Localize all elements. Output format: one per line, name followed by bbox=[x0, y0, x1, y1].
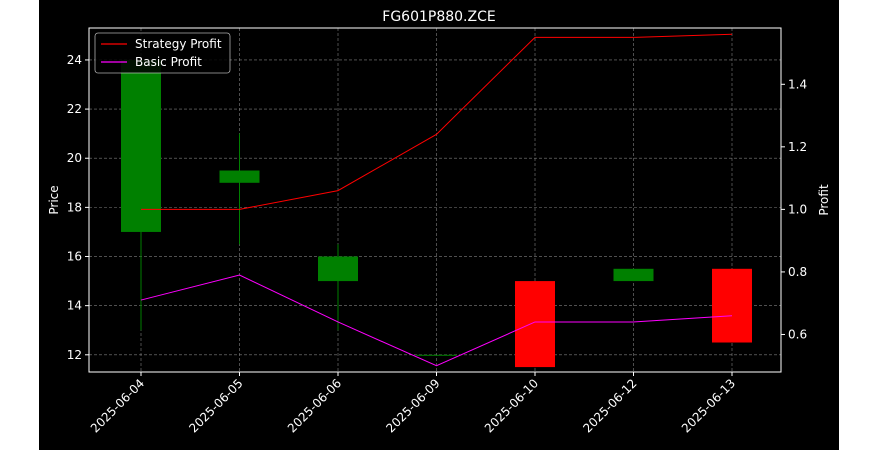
x-tick-label: 2025-06-09 bbox=[383, 376, 442, 435]
x-tick-label: 2025-06-04 bbox=[88, 376, 147, 435]
y-axis-label-left: Price bbox=[47, 185, 61, 214]
chart-panel bbox=[39, 0, 839, 450]
legend-label: Strategy Profit bbox=[135, 37, 222, 51]
grid-layer bbox=[89, 28, 781, 372]
y-tick-label-right: 1.2 bbox=[788, 140, 807, 154]
y-tick-label-left: 18 bbox=[67, 200, 82, 214]
y-tick-label-right: 0.6 bbox=[788, 327, 807, 341]
candle-body bbox=[712, 268, 752, 343]
candle-body bbox=[121, 59, 161, 232]
legend: Strategy Profit Basic Profit bbox=[94, 32, 231, 74]
y-tick-label-left: 14 bbox=[67, 299, 82, 313]
axis-layer: 12 14 16 18 20 22 24 0.6 0.8 1.0 1.2 1.4 2025-06-04 2… bbox=[67, 27, 807, 435]
plot-frame bbox=[88, 27, 782, 373]
candle-body bbox=[613, 268, 654, 282]
legend-box bbox=[94, 32, 231, 74]
y-tick-label-left: 22 bbox=[67, 102, 82, 116]
y-tick-label-left: 20 bbox=[67, 151, 82, 165]
candle-body bbox=[515, 281, 555, 368]
x-tick-label: 2025-06-12 bbox=[580, 376, 639, 435]
candle-layer bbox=[121, 59, 752, 368]
x-tick-label: 2025-06-06 bbox=[285, 376, 344, 435]
candle-body bbox=[318, 256, 358, 282]
basic-profit-line bbox=[140, 274, 733, 367]
candle-body bbox=[416, 354, 457, 356]
x-tick-label: 2025-06-05 bbox=[186, 376, 245, 435]
candle-body bbox=[219, 170, 260, 183]
x-tick-label: 2025-06-13 bbox=[679, 376, 738, 435]
profit-lines-layer bbox=[140, 33, 733, 367]
y-tick-label-right: 0.8 bbox=[788, 265, 807, 279]
y-axis-label-right: Profit bbox=[817, 184, 831, 216]
legend-label: Basic Profit bbox=[135, 55, 202, 69]
chart-title: FG601P880.ZCE bbox=[382, 9, 495, 25]
strategy-profit-line bbox=[141, 33, 733, 210]
y-tick-label-right: 1.4 bbox=[788, 77, 807, 91]
x-tick-label: 2025-06-10 bbox=[482, 376, 541, 435]
y-tick-label-left: 16 bbox=[67, 250, 82, 264]
y-tick-label-left: 12 bbox=[67, 348, 82, 362]
y-tick-label-left: 24 bbox=[67, 53, 82, 67]
y-tick-label-right: 1.0 bbox=[788, 202, 807, 216]
